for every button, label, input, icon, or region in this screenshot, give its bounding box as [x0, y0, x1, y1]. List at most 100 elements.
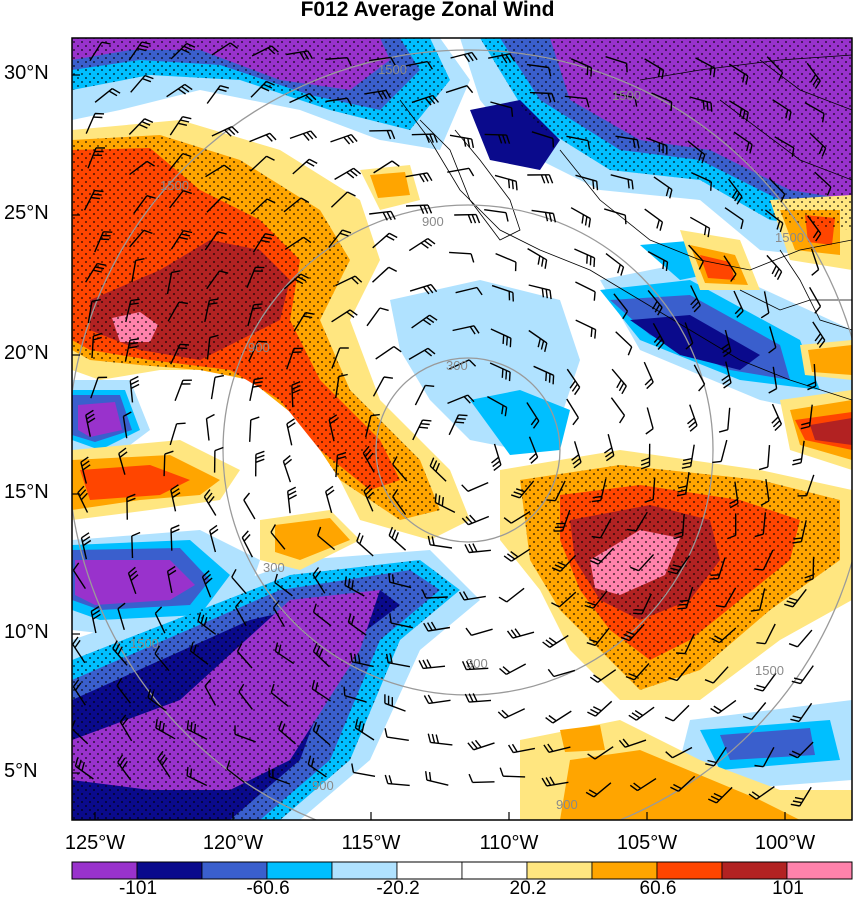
wind-barb-flag [128, 345, 138, 349]
wind-barb-flag [815, 233, 822, 242]
wind-barb-flag [502, 134, 507, 144]
wind-barb-flag [589, 676, 599, 683]
wind-barb-flag [548, 212, 553, 222]
wind-barb-flag [774, 268, 780, 278]
wind-barb-flag [326, 489, 335, 496]
wind-barb [766, 56, 784, 74]
wind-barb-flag [317, 526, 322, 536]
wind-barb [808, 286, 822, 307]
lat-label-20: 20°N [4, 342, 49, 364]
wind-barb-flag [204, 577, 213, 585]
wind-barb-flag [548, 174, 554, 184]
wind-barb-flag [351, 277, 359, 285]
wind-barb-flag [231, 568, 237, 578]
wind-barb-flag [646, 381, 654, 390]
wind-barb-flag [80, 456, 89, 463]
wind-barb-flag [303, 236, 312, 244]
wind-barb-flag [82, 464, 91, 471]
wind-barb-flag [308, 158, 318, 165]
wind-barb-flag [429, 457, 435, 467]
lon-label-115: 115°W [341, 832, 401, 854]
wind-barb [688, 244, 704, 262]
wind-barb-flag [727, 534, 736, 540]
wind-barb-flag [92, 269, 103, 273]
wind-barb [169, 190, 184, 209]
wind-barb-flag [154, 645, 161, 655]
wind-barb-flag [423, 240, 433, 247]
wind-barb-flag [192, 644, 197, 654]
colorbar-label-4: 20.2 [509, 878, 547, 899]
wind-barb-flag [315, 724, 321, 734]
wind-barb-flag [492, 460, 501, 468]
wind-barb [234, 606, 247, 627]
wind-barb-flag [353, 167, 362, 175]
wind-barb [414, 385, 426, 406]
wind-barb-flag [670, 101, 673, 111]
wind-barb-flag [425, 771, 428, 781]
wind-barb-flag [389, 614, 392, 624]
wind-barb-flag [432, 460, 438, 469]
wind-barb-flag [668, 677, 678, 682]
wind-barb-flag [349, 309, 358, 316]
wind-barb-flag [274, 642, 279, 652]
wind-barb-flag [624, 215, 627, 225]
wind-barb-flag [617, 264, 621, 274]
wind-barb-flag [135, 258, 145, 262]
wind-barb [204, 231, 219, 251]
wind-barb [236, 651, 253, 669]
wind-barb [206, 196, 223, 213]
wind-barb-flag [418, 173, 425, 183]
wind-barb-flag [144, 74, 154, 80]
wind-barb-flag [631, 180, 634, 190]
wind-barb-flag [768, 387, 777, 394]
wind-barb-flag [505, 54, 512, 63]
wind-barb-flag [390, 211, 396, 220]
wind-barb [484, 209, 507, 214]
lon-label-100: 100°W [754, 832, 816, 854]
wind-barb-flag [702, 100, 705, 110]
wind-barb-flag [554, 564, 564, 570]
wind-barb-flag [548, 373, 551, 383]
wind-barb [810, 248, 820, 270]
wind-barb-flag [177, 122, 188, 126]
wind-barb [684, 322, 694, 344]
wind-barb-flag [458, 591, 465, 601]
wind-barb-flag [129, 342, 139, 345]
wind-barb-flag [471, 138, 475, 149]
wind-barb-flag [503, 517, 512, 524]
wind-barb-flag [742, 73, 746, 83]
colorbar-swatch [266, 861, 333, 880]
wind-barb-flag [310, 757, 315, 767]
wind-barb-flag [709, 577, 719, 580]
wind-barb-flag [509, 338, 512, 348]
wind-barb [375, 346, 395, 360]
wind-barb-flag [179, 343, 190, 346]
wind-barb [163, 454, 166, 477]
wind-barb-flag [505, 212, 509, 222]
wind-barb [405, 60, 428, 67]
wind-barb-flag [793, 677, 803, 681]
wind-barb-flag [193, 723, 197, 733]
wind-barb-flag [158, 720, 162, 731]
wind-barb [372, 376, 385, 397]
colorbar-swatch [201, 861, 268, 880]
wind-barb-flag [186, 766, 189, 776]
wind-barb [331, 347, 341, 369]
wind-barb-flag [468, 693, 474, 703]
colorbar-label-1: -101 [118, 878, 158, 899]
wind-barb-flag [621, 385, 627, 395]
wind-barb-flag [790, 803, 800, 807]
wind-barb-flag [312, 721, 318, 731]
wind-barb-flag [458, 414, 468, 417]
wind-barb-flag [350, 134, 358, 142]
wind-barb-flag [253, 381, 263, 384]
wind-barb-flag [466, 85, 474, 94]
wind-barb-flag [710, 181, 712, 191]
colorbar-swatch [656, 861, 723, 880]
wind-barb-flag [778, 72, 784, 81]
wind-barb-flag [545, 717, 554, 724]
wind-barb-flag [392, 488, 399, 498]
wind-barb-flag [364, 449, 372, 458]
wind-barb-flag [544, 342, 548, 352]
wind-barb-flag [677, 489, 687, 493]
